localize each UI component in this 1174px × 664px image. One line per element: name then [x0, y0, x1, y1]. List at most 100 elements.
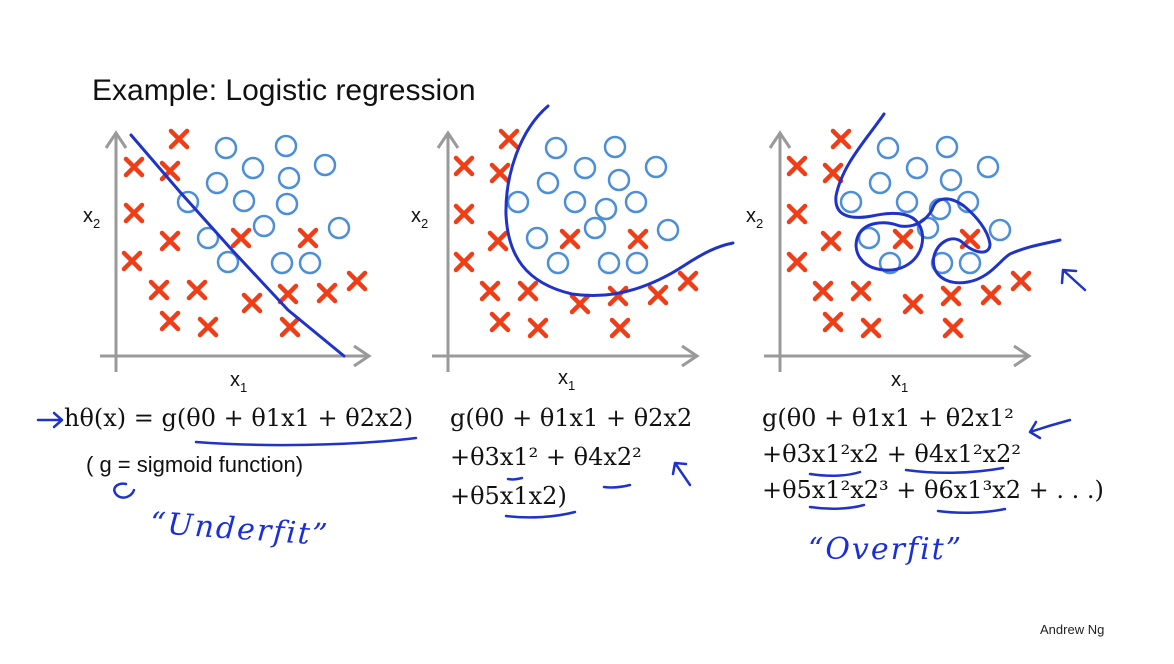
formula-3-line-1: g(θ0 + θ1x1 + θ2x1²: [762, 404, 1014, 432]
x-mark: [627, 228, 649, 250]
x-mark: [479, 280, 501, 302]
x-mark: [277, 283, 299, 305]
underline: [504, 510, 577, 519]
plot-1-x-marks: [121, 128, 368, 338]
o-mark: [327, 216, 351, 240]
x-mark: [197, 316, 219, 338]
y-axis-label: x2: [83, 205, 100, 231]
underline: [936, 507, 1007, 514]
o-mark: [214, 136, 238, 160]
o-mark: [252, 214, 276, 238]
x-mark: [241, 292, 263, 314]
x-mark: [453, 155, 475, 177]
plot-2-axes: x2 x1: [411, 130, 700, 393]
x-mark: [159, 160, 181, 182]
x-axis-arrow-icon: [1013, 344, 1032, 368]
x-mark: [297, 227, 319, 249]
o-mark: [176, 190, 200, 214]
o-mark: [196, 226, 220, 250]
underline: [506, 476, 524, 481]
x-mark: [569, 293, 591, 315]
o-mark: [905, 156, 929, 180]
underline: [808, 503, 866, 510]
x-mark: [942, 317, 964, 339]
x-mark: [980, 284, 1002, 306]
o-mark: [878, 251, 902, 275]
formula-2-line-1: g(θ0 + θ1x1 + θ2x2: [450, 404, 693, 432]
y-axis-arrow-icon: [436, 130, 460, 149]
x-axis-label: x1: [558, 367, 575, 393]
x-mark: [279, 316, 301, 338]
underline: [194, 436, 418, 447]
y-axis-arrow-icon: [768, 130, 792, 149]
plot-1: x2 x1: [83, 128, 372, 395]
o-mark: [603, 135, 627, 159]
o-mark: [277, 166, 301, 190]
o-mark: [625, 251, 649, 275]
plot-1-axes: x2 x1: [83, 130, 372, 395]
o-mark: [563, 190, 587, 214]
x-mark: [812, 280, 834, 302]
underline: [808, 470, 862, 477]
plot-2-decision-boundary: [504, 104, 735, 298]
x-axis-label: x1: [891, 369, 908, 395]
o-mark: [536, 171, 560, 195]
o-mark: [895, 190, 919, 214]
pointer-arrow-icon: [36, 411, 64, 429]
x-mark: [498, 128, 520, 150]
formula-1-line-1: g(θ0 + θ1x1 + θ2x2): [161, 404, 414, 432]
o-mark: [544, 136, 568, 160]
x-mark: [230, 227, 252, 249]
o-mark: [506, 190, 530, 214]
o-mark: [594, 197, 618, 221]
x-mark: [892, 228, 914, 250]
author-credit: Andrew Ng: [1040, 622, 1105, 637]
x-mark: [860, 317, 882, 339]
x-mark: [517, 280, 539, 302]
overfit-label: “Overfit”: [808, 532, 964, 567]
x-mark: [559, 228, 581, 250]
x-mark: [489, 311, 511, 333]
o-mark: [232, 189, 256, 213]
y-axis-label: x2: [746, 205, 763, 231]
o-mark: [525, 226, 549, 250]
o-mark: [205, 171, 229, 195]
formula-3-line-3: +θ5x1²x2³ + θ6x1³x2 + . . .): [762, 476, 1104, 504]
x-mark: [453, 251, 475, 273]
o-mark: [607, 168, 631, 192]
o-mark: [958, 251, 982, 275]
hypothesis-prefix: hθ(x) =: [64, 404, 154, 432]
x-mark: [902, 293, 924, 315]
o-mark: [275, 192, 299, 216]
x-mark: [487, 230, 509, 252]
o-mark: [624, 190, 648, 214]
x-axis-arrow-icon: [681, 344, 700, 368]
x-mark: [786, 203, 808, 225]
x-mark: [527, 317, 549, 339]
x-mark: [830, 128, 852, 150]
x-mark: [159, 230, 181, 252]
x-mark: [159, 310, 181, 332]
x-mark: [1010, 270, 1032, 292]
o-mark: [988, 218, 1012, 242]
x-mark: [609, 317, 631, 339]
x-mark: [121, 250, 143, 272]
x-axis-label: x1: [230, 369, 247, 395]
o-mark: [573, 156, 597, 180]
x-mark: [677, 270, 699, 292]
o-mark: [274, 134, 298, 158]
underline: [602, 483, 632, 489]
o-mark: [270, 251, 294, 275]
x-mark: [148, 279, 170, 301]
o-mark: [857, 226, 881, 250]
x-mark: [940, 285, 962, 307]
o-mark: [939, 168, 963, 192]
plot-2-o-marks: [506, 135, 680, 275]
o-mark: [597, 251, 621, 275]
plot-3-x-marks: [786, 128, 1032, 339]
o-mark: [976, 155, 1000, 179]
annotations: [36, 268, 1087, 519]
o-mark: [241, 156, 265, 180]
